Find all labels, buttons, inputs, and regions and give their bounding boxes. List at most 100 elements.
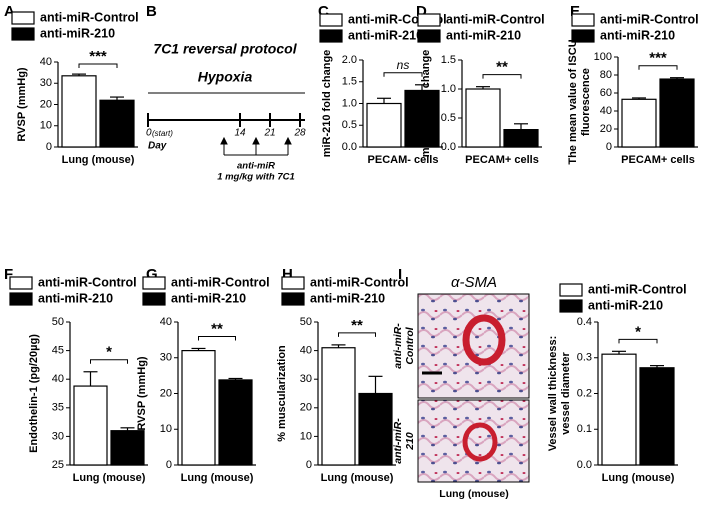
- legend-label: anti-miR-210: [588, 298, 663, 312]
- panel-letter: I: [398, 266, 402, 283]
- y-tick-label: 1.0: [441, 83, 456, 95]
- micrograph-treated: [417, 399, 530, 483]
- legend-swatch: [281, 276, 305, 290]
- significance-label: **: [211, 320, 223, 337]
- y-axis-label: RVSP (mmHg): [136, 356, 148, 431]
- bar: [321, 347, 356, 466]
- vessel-wall: [462, 422, 498, 462]
- y-tick-label: 20: [40, 98, 52, 110]
- legend-swatch: [559, 283, 583, 297]
- significance-label: **: [351, 317, 363, 334]
- dose-label: 1 mg/kg with 7C1: [217, 172, 295, 183]
- bar: [366, 102, 402, 148]
- legend-swatch: [571, 13, 595, 27]
- bar: [404, 89, 440, 148]
- legend-swatch: [319, 29, 343, 43]
- day-label: 14: [234, 128, 246, 139]
- bar: [73, 385, 108, 466]
- legend-label: anti-miR-Control: [171, 275, 270, 289]
- day-label: 28: [293, 128, 306, 139]
- x-axis-label: PECAM- cells: [368, 154, 439, 166]
- vessel-wall: [462, 314, 506, 366]
- y-tick-label: 100: [594, 51, 612, 63]
- legend-label: anti-miR-Control: [446, 12, 545, 26]
- y-tick-label: 10: [40, 120, 52, 132]
- x-axis-label: PECAM+ cells: [621, 154, 695, 166]
- significance-label: ns: [397, 58, 410, 72]
- significance-bracket: [482, 74, 522, 79]
- legend-label: anti-miR-Control: [40, 10, 139, 24]
- y-tick-label: 0.3: [577, 352, 592, 364]
- y-tick-label: 20: [600, 123, 612, 135]
- x-axis-label: Lung (mouse): [62, 154, 135, 166]
- bar: [181, 350, 216, 466]
- panel-letter: D: [416, 3, 427, 20]
- panel-letter: B: [146, 3, 157, 20]
- significance-bracket: [338, 332, 376, 337]
- stain-label: α-SMA: [451, 274, 497, 291]
- panel-letter: G: [146, 266, 158, 283]
- legend-swatch: [319, 13, 343, 27]
- day-label: 21: [263, 128, 275, 139]
- x-axis-label: Lung (mouse): [181, 472, 254, 484]
- y-tick-label: 0.0: [342, 141, 357, 153]
- y-tick-label: 45: [52, 345, 64, 357]
- legend-label: anti-miR-210: [171, 291, 246, 305]
- y-tick-label: 0.5: [342, 119, 357, 131]
- y-tick-label: 0.1: [577, 423, 592, 435]
- legend-swatch: [417, 13, 441, 27]
- y-axis-label: fluorescence: [580, 68, 592, 136]
- y-tick-label: 40: [52, 373, 64, 385]
- x-axis-label: Lung (mouse): [602, 472, 675, 484]
- bar: [639, 367, 675, 466]
- y-tick-label: 0.0: [577, 459, 592, 471]
- y-tick-label: 0: [606, 141, 612, 153]
- legend-label: anti-miR-Control: [588, 282, 687, 296]
- y-tick-label: 0: [306, 459, 312, 471]
- y-tick-label: 20: [300, 402, 312, 414]
- legend-swatch: [11, 11, 35, 25]
- condition-label: Hypoxia: [198, 69, 253, 85]
- bar: [503, 129, 539, 148]
- y-tick-label: 30: [40, 77, 52, 89]
- y-tick-label: 2.0: [342, 54, 357, 66]
- legend-swatch: [417, 29, 441, 43]
- bar: [358, 392, 393, 466]
- y-tick-label: 40: [300, 345, 312, 357]
- panel-letter: E: [570, 3, 580, 20]
- y-axis-label: Endothelin-1 (pg/20µg): [28, 334, 40, 453]
- y-tick-label: 1.5: [342, 76, 357, 88]
- y-axis-label: miR-210 fold change: [420, 50, 432, 158]
- micrograph-panel: α-SMA anti-miR-Control anti-miR-210 Lung…: [392, 274, 530, 500]
- legend-label: anti-miR-Control: [600, 12, 699, 26]
- treatment-label: anti-miR: [237, 161, 275, 172]
- y-tick-label: 50: [52, 316, 64, 328]
- day-start: 0: [146, 128, 152, 139]
- y-tick-label: 40: [600, 105, 612, 117]
- bar: [465, 88, 501, 148]
- y-axis-label: Vessel wall thickness:: [547, 336, 559, 452]
- x-axis-label: Lung (mouse): [321, 472, 394, 484]
- bar: [659, 78, 695, 148]
- y-tick-label: 30: [160, 352, 172, 364]
- protocol-title: 7C1 reversal protocol: [153, 41, 297, 57]
- legend-label: anti-miR-210: [348, 28, 423, 42]
- legend-label: anti-miR-210: [38, 291, 113, 305]
- legend-label: anti-miR-Control: [310, 275, 409, 289]
- y-axis-label: vessel diameter: [560, 352, 572, 435]
- y-tick-label: 80: [600, 69, 612, 81]
- day-label: Day: [148, 141, 167, 152]
- day-start-note: (start): [152, 129, 173, 138]
- y-tick-label: 25: [52, 459, 64, 471]
- legend-swatch: [281, 292, 305, 306]
- y-tick-label: 0.0: [441, 141, 456, 153]
- legend-label: anti-miR-210: [600, 28, 675, 42]
- y-tick-label: 20: [160, 387, 172, 399]
- significance-bracket: [618, 338, 658, 344]
- panel-letter: F: [4, 266, 13, 283]
- y-tick-label: 40: [40, 56, 52, 68]
- significance-bracket: [198, 335, 236, 341]
